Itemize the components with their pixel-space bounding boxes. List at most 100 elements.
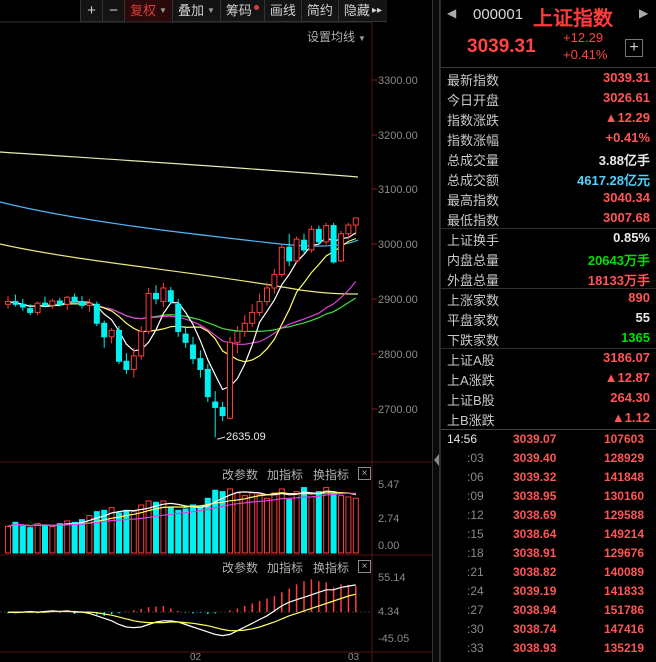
collapse-arrow-icon[interactable]	[434, 454, 439, 466]
candle-down	[42, 302, 48, 306]
candle-down	[212, 401, 219, 408]
kline-chart[interactable]	[0, 0, 432, 662]
tick-volume: 140089	[603, 565, 644, 579]
volume-bar	[271, 492, 278, 554]
yincang-button[interactable]: 隐藏 ▸▸	[337, 0, 387, 22]
volume-bar	[190, 504, 196, 554]
volume-bar	[323, 487, 330, 554]
volume-bar	[42, 524, 48, 554]
info-value: 3026.61	[603, 90, 650, 105]
tick-price: 3038.82	[513, 565, 557, 579]
candle-down	[190, 344, 196, 360]
info-value: ▲1.12	[611, 410, 650, 425]
x-axis-label: 02	[190, 652, 202, 662]
candle-down	[204, 368, 211, 398]
candle-down	[56, 300, 63, 305]
vol-add-indicator-button[interactable]: 加指标	[267, 468, 304, 482]
info-value: 890	[628, 290, 650, 305]
next-stock-icon[interactable]: ▶	[639, 6, 649, 20]
volume-bar	[123, 509, 130, 554]
diejia-dropdown[interactable]: 叠加 ▼	[171, 0, 220, 22]
info-label: 上证A股	[447, 353, 495, 368]
chart-toolbar: + − 复权 ▼ 叠加 ▼ 筹码 画线 简约 隐藏 ▸▸	[80, 0, 387, 22]
y-axis-label: 2800.00	[378, 349, 418, 361]
candle-up	[271, 273, 278, 289]
candle-down	[19, 303, 26, 308]
info-label: 最高指数	[447, 193, 500, 208]
fuquan-dropdown[interactable]: 复权 ▼	[124, 0, 172, 22]
ma-settings-label: 设置均线	[307, 30, 356, 44]
vol-switch-indicator-button[interactable]: 换指标	[313, 468, 350, 482]
info-row: 内盘总量 20643万手	[441, 250, 656, 270]
volume-bar	[5, 525, 11, 554]
y-axis-label: 3100.00	[378, 184, 418, 196]
info-label: 总成交量	[447, 153, 500, 168]
volume-bar	[19, 525, 26, 554]
tick-time: :30	[467, 622, 484, 636]
low-annotation-arrow	[217, 436, 226, 440]
candle-down	[175, 303, 182, 332]
tick-volume: 149214	[603, 527, 644, 541]
info-label: 内盘总量	[447, 253, 500, 268]
tick-row: :18 3038.91 129676	[441, 546, 656, 565]
zoom-out-button[interactable]: −	[102, 0, 124, 22]
volume-bar	[330, 493, 337, 554]
volume-bar	[138, 504, 145, 554]
volume-bar	[338, 495, 344, 554]
chevron-down-icon: ▼	[358, 34, 366, 43]
volume-bar	[204, 497, 211, 554]
huaxian-button[interactable]: 画线	[263, 0, 301, 22]
candle-down	[286, 246, 293, 262]
prev-stock-icon[interactable]: ◀	[447, 6, 457, 20]
chouma-button[interactable]: 筹码	[219, 0, 264, 22]
zoom-in-button[interactable]: +	[80, 0, 102, 22]
volume-bar	[286, 499, 293, 554]
tick-price: 3038.93	[513, 641, 557, 655]
info-value: 4617.28亿元	[577, 173, 650, 188]
divider	[441, 228, 656, 229]
vol-params-button[interactable]: 改参数	[222, 468, 259, 482]
volume-bar	[301, 487, 307, 554]
jianyue-button[interactable]: 简约	[300, 0, 338, 22]
info-label: 上涨家数	[447, 293, 500, 308]
candle-down	[71, 296, 78, 303]
candle-up	[86, 302, 93, 306]
chevron-down-icon: ▼	[159, 6, 167, 15]
tick-time: :12	[467, 508, 484, 522]
macd-y-label: -45.05	[378, 633, 410, 645]
volume-bar	[12, 521, 19, 554]
tick-time: :06	[467, 470, 484, 484]
volume-bar	[212, 489, 219, 554]
candle-down	[12, 301, 19, 305]
volume-bar	[352, 497, 359, 554]
info-value: 3007.68	[603, 210, 650, 225]
candle-up	[108, 329, 115, 338]
volume-bar	[197, 505, 204, 554]
tick-price: 3039.19	[513, 584, 557, 598]
volume-bar	[227, 488, 233, 554]
panel-splitter[interactable]	[432, 0, 440, 662]
chart-area[interactable]: + − 复权 ▼ 叠加 ▼ 筹码 画线 简约 隐藏 ▸▸ 设置均线 ▼ 3300.00 …	[0, 0, 432, 662]
notification-dot-icon	[253, 4, 259, 10]
macd-switch-indicator-button[interactable]: 换指标	[313, 561, 350, 575]
info-row: 总成交量 3.88亿手	[441, 150, 656, 170]
info-row: 指数涨幅 +0.41%	[441, 130, 656, 150]
info-label: 外盘总量	[447, 273, 500, 288]
candle-down	[123, 360, 130, 370]
info-label: 下跌家数	[447, 333, 500, 348]
tick-price: 3038.95	[513, 489, 557, 503]
macd-close-icon[interactable]: ×	[358, 560, 371, 573]
macd-add-indicator-button[interactable]: 加指标	[267, 561, 304, 575]
vol-close-icon[interactable]: ×	[358, 467, 371, 480]
candle-down	[330, 225, 337, 263]
tick-price: 3038.69	[513, 508, 557, 522]
candle-up	[138, 330, 145, 357]
add-watchlist-button[interactable]: +	[625, 39, 643, 57]
tick-row: :27 3038.94 151786	[441, 603, 656, 622]
tick-price: 3039.07	[513, 432, 557, 446]
candle-down	[101, 322, 108, 338]
info-row: 上证换手 0.85%	[441, 230, 656, 250]
ma-settings-button[interactable]: 设置均线 ▼	[307, 28, 366, 45]
macd-params-button[interactable]: 改参数	[222, 561, 259, 575]
info-row: 平盘家数 55	[441, 310, 656, 330]
